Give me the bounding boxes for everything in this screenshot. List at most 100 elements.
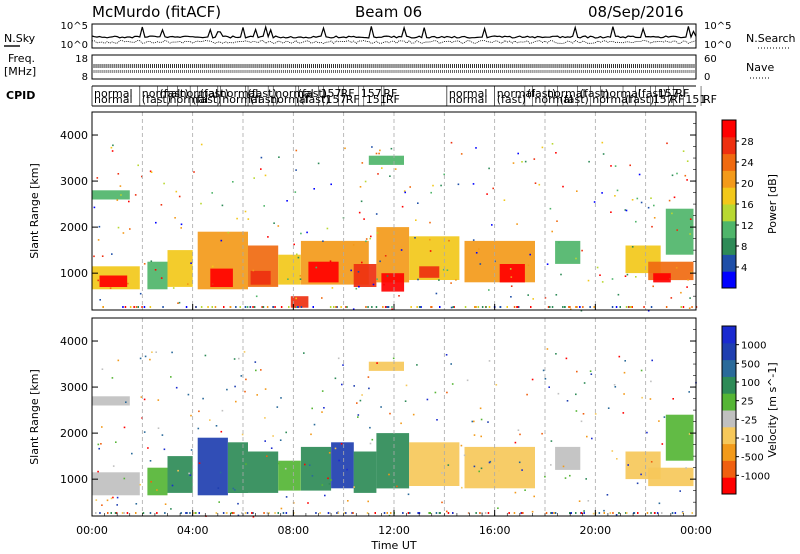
speck-power-52 xyxy=(401,205,404,208)
ground-vel-11 xyxy=(612,512,614,514)
ground-vel-105 xyxy=(164,512,166,514)
ground-power-17 xyxy=(185,306,188,308)
patch-power-21 xyxy=(653,273,671,283)
cbar-vel-seg-5 xyxy=(722,393,736,411)
speck-vel-54 xyxy=(611,450,614,452)
speck-power-118 xyxy=(541,146,544,149)
cpid-r1-19: (fast) xyxy=(638,87,667,100)
speck-power-45 xyxy=(533,158,536,160)
speck-vel-135 xyxy=(252,516,255,518)
speck-power-61 xyxy=(190,262,192,264)
speck-vel-23 xyxy=(646,431,648,434)
ground-power-40 xyxy=(272,306,274,308)
cbar-vel-frame xyxy=(721,325,737,495)
speck-power-13 xyxy=(555,152,557,154)
ytick-label-vel-4000: 4000 xyxy=(60,335,88,348)
patch-power-22 xyxy=(665,208,694,255)
speck-power-256 xyxy=(670,297,673,299)
ground-power-110 xyxy=(419,306,421,308)
speck-power-158 xyxy=(383,283,385,286)
speck-vel-236 xyxy=(198,462,201,464)
ground-vel-119 xyxy=(575,512,577,514)
patch-power-3 xyxy=(167,250,193,287)
speck-vel-217 xyxy=(346,468,348,471)
speck-power-78 xyxy=(317,162,320,165)
ytick-label-vel-3000: 3000 xyxy=(60,381,88,394)
ground-power-82 xyxy=(312,306,314,308)
ytick-label-power-3000: 3000 xyxy=(60,175,88,188)
ground-vel-43 xyxy=(222,512,225,514)
ground-power-77 xyxy=(665,306,668,308)
patch-vel-6 xyxy=(278,460,301,491)
patch-power-23 xyxy=(368,155,404,165)
ground-vel-102 xyxy=(674,512,677,514)
ground-vel-48 xyxy=(126,512,129,514)
power-panel: 1000 2000 3000 4000 Slant Range [km] xyxy=(28,111,698,312)
speck-power-188 xyxy=(260,156,263,159)
speck-power-141 xyxy=(569,308,572,311)
speck-vel-41 xyxy=(603,509,605,512)
cpid-r1-3: normal xyxy=(180,87,219,100)
speck-power-236 xyxy=(361,261,363,264)
speck-vel-60 xyxy=(110,497,113,500)
ground-vel-25 xyxy=(193,512,195,514)
ground-power-112 xyxy=(387,306,390,308)
ground-vel-72 xyxy=(149,512,152,514)
ground-power-91 xyxy=(235,306,237,308)
speck-power-30 xyxy=(220,239,223,242)
patch-vel-9 xyxy=(353,451,377,493)
cbar-vel-label-2: -100 xyxy=(741,434,764,445)
power-scatter xyxy=(93,141,698,312)
power-colorbar: 4 8 12 16 20 24 28 Power [dB] xyxy=(721,119,779,289)
ground-vel-76 xyxy=(337,512,340,514)
cbar-vel-label-6: 500 xyxy=(741,359,760,370)
speck-power-43 xyxy=(93,206,96,209)
ground-vel-110 xyxy=(383,512,386,514)
ground-power-111 xyxy=(475,306,477,308)
speck-vel-120 xyxy=(369,442,372,445)
speck-power-192 xyxy=(588,160,590,163)
speck-vel-75 xyxy=(445,354,448,356)
speck-vel-225 xyxy=(550,440,553,442)
ground-vel-96 xyxy=(653,512,656,514)
ytick-label-power-1000: 1000 xyxy=(60,267,88,280)
speck-power-28 xyxy=(155,221,157,224)
speck-vel-256 xyxy=(270,447,273,449)
speck-vel-234 xyxy=(585,478,587,480)
speck-power-201 xyxy=(629,164,631,167)
patch-power-1 xyxy=(99,275,128,287)
speck-power-140 xyxy=(488,167,490,170)
ground-vel-58 xyxy=(274,512,276,514)
speck-vel-214 xyxy=(116,496,119,499)
ground-power-22 xyxy=(143,306,146,308)
ground-vel-3 xyxy=(429,512,431,514)
ground-power-66 xyxy=(244,306,247,308)
speck-vel-224 xyxy=(591,437,593,440)
cpid-r2-11: RF xyxy=(386,93,400,106)
speck-vel-172 xyxy=(342,364,344,366)
ground-vel-83 xyxy=(583,512,585,514)
cbar-power-seg-7 xyxy=(722,153,736,171)
ground-vel-29 xyxy=(366,512,369,514)
speck-vel-147 xyxy=(334,447,337,450)
speck-vel-152 xyxy=(546,348,549,350)
ground-vel-6 xyxy=(435,512,438,514)
cpid-r1-8: (fast) xyxy=(298,87,327,100)
ground-vel-99 xyxy=(268,512,270,514)
speck-vel-52 xyxy=(478,470,480,473)
time-x-ticks: 00:00 04:00 08:00 12:00 16:00 20:00 00:00 xyxy=(76,304,712,537)
speck-power-230 xyxy=(119,185,122,187)
patch-vel-17 xyxy=(368,361,404,371)
speck-power-186 xyxy=(682,150,685,152)
speck-power-183 xyxy=(381,167,383,169)
speck-vel-199 xyxy=(569,474,571,477)
speck-power-212 xyxy=(666,142,668,145)
speck-power-19 xyxy=(610,165,612,167)
freq-panel: 18 8 60 0 Freq. [MHz] Nave xyxy=(4,52,774,83)
cbar-vel-label-0: -1000 xyxy=(741,471,770,482)
speck-power-202 xyxy=(365,238,368,240)
speck-power-151 xyxy=(689,297,691,299)
speck-power-22 xyxy=(686,160,689,162)
cpid-r1-6: (fast) xyxy=(248,87,277,100)
